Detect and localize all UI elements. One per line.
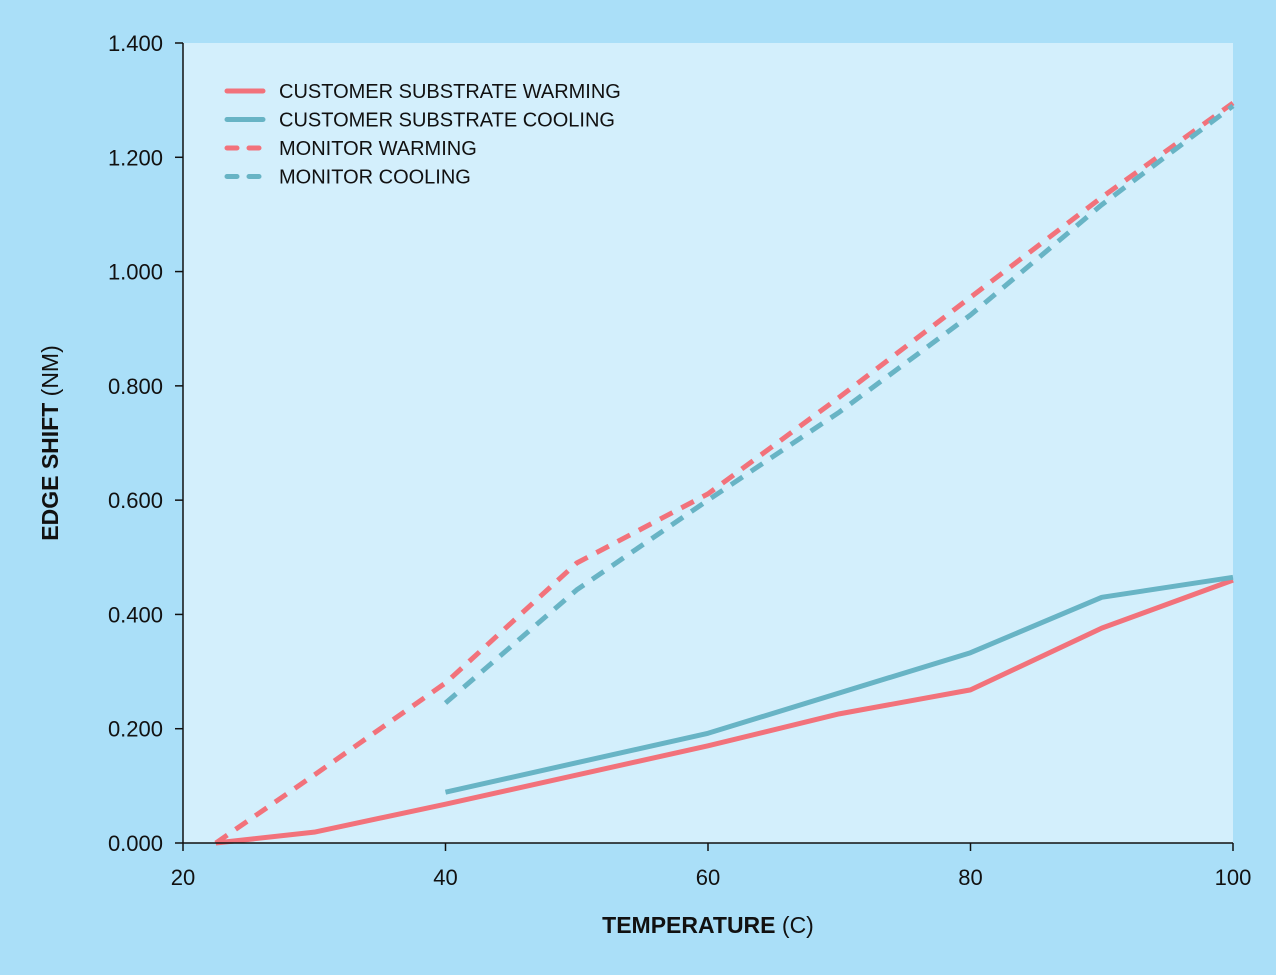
y-tick-label: 0.200 — [108, 717, 163, 742]
y-tick-label: 1.200 — [108, 145, 163, 170]
y-tick-label: 1.000 — [108, 260, 163, 285]
y-tick-label: 1.400 — [108, 31, 163, 56]
legend-label: CUSTOMER SUBSTRATE COOLING — [279, 110, 615, 132]
plot-area — [183, 43, 1233, 843]
y-axis-label-bold: EDGE SHIFT — [37, 403, 63, 541]
y-tick-label: 0.600 — [108, 488, 163, 513]
x-tick-label: 20 — [171, 865, 195, 890]
x-axis-label-bold: TEMPERATURE — [602, 912, 775, 938]
series-line-customer-substrate-warming — [215, 577, 1234, 846]
x-tick-label: 80 — [958, 865, 982, 890]
x-axis-label-unit: (C) — [782, 912, 814, 938]
x-axis-label: TEMPERATURE (C) — [602, 912, 814, 938]
x-tick-label: 60 — [696, 865, 720, 890]
y-tick-label: 0.800 — [108, 374, 163, 399]
y-tick-label: 0.400 — [108, 602, 163, 627]
y-axis-label: EDGE SHIFT (NM) — [37, 345, 63, 541]
legend-label: MONITOR WARMING — [279, 138, 477, 160]
legend-label: CUSTOMER SUBSTRATE WARMING — [279, 81, 621, 103]
y-tick-label: 0.000 — [108, 831, 163, 856]
y-axis-label-unit: (NM) — [37, 345, 63, 396]
legend-label: MONITOR COOLING — [279, 167, 471, 189]
x-tick-label: 40 — [433, 865, 457, 890]
x-tick-label: 100 — [1215, 865, 1252, 890]
